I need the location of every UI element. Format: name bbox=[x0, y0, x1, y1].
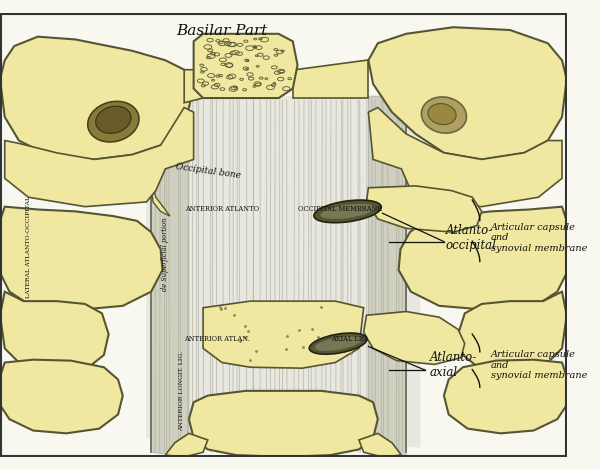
Ellipse shape bbox=[421, 97, 466, 133]
Ellipse shape bbox=[320, 204, 375, 219]
Polygon shape bbox=[293, 60, 368, 98]
Polygon shape bbox=[364, 312, 465, 364]
Polygon shape bbox=[184, 70, 203, 103]
Polygon shape bbox=[389, 186, 406, 216]
Text: LATERAL ATLANTO-OCCIPITAL: LATERAL ATLANTO-OCCIPITAL bbox=[26, 196, 31, 298]
Text: OCCIPITAL MEMBRANE: OCCIPITAL MEMBRANE bbox=[298, 205, 382, 213]
Text: Articular capsule
and
synovial membrane: Articular capsule and synovial membrane bbox=[491, 351, 587, 380]
Polygon shape bbox=[0, 292, 109, 374]
Polygon shape bbox=[165, 433, 208, 457]
Polygon shape bbox=[146, 96, 302, 447]
Text: ANTERIOR ATLAN.: ANTERIOR ATLAN. bbox=[184, 335, 250, 343]
Ellipse shape bbox=[315, 337, 361, 351]
Polygon shape bbox=[444, 360, 567, 433]
Polygon shape bbox=[359, 433, 401, 457]
Text: Articular capsule
and
synovial membrane: Articular capsule and synovial membrane bbox=[491, 223, 587, 253]
Polygon shape bbox=[151, 186, 170, 216]
Polygon shape bbox=[0, 207, 163, 311]
Polygon shape bbox=[194, 34, 298, 98]
Polygon shape bbox=[458, 292, 567, 374]
Polygon shape bbox=[189, 391, 378, 457]
Ellipse shape bbox=[95, 106, 131, 133]
Ellipse shape bbox=[314, 200, 381, 223]
Polygon shape bbox=[5, 108, 194, 207]
Text: ANTERIOR LONGIT. LIG.: ANTERIOR LONGIT. LIG. bbox=[179, 351, 184, 431]
Text: Basilar Part: Basilar Part bbox=[176, 24, 268, 39]
Polygon shape bbox=[0, 360, 123, 433]
Polygon shape bbox=[368, 108, 562, 207]
Polygon shape bbox=[265, 96, 421, 447]
Polygon shape bbox=[203, 301, 364, 368]
Polygon shape bbox=[151, 96, 189, 457]
Text: ANTERIOR ATLANTO: ANTERIOR ATLANTO bbox=[185, 205, 259, 213]
Text: Atlanto-
axial: Atlanto- axial bbox=[430, 352, 477, 379]
Text: Atlanto-
occipital: Atlanto- occipital bbox=[446, 224, 497, 252]
Polygon shape bbox=[368, 96, 406, 457]
Polygon shape bbox=[368, 27, 567, 159]
Text: AXIAL LIG.: AXIAL LIG. bbox=[331, 335, 368, 343]
Ellipse shape bbox=[309, 333, 367, 354]
Polygon shape bbox=[367, 186, 482, 232]
Polygon shape bbox=[398, 207, 567, 311]
Polygon shape bbox=[0, 37, 194, 159]
Text: Occipital bone: Occipital bone bbox=[175, 162, 241, 180]
Ellipse shape bbox=[428, 103, 456, 125]
Ellipse shape bbox=[88, 102, 139, 142]
Text: de Superficial portion: de Superficial portion bbox=[161, 217, 169, 290]
